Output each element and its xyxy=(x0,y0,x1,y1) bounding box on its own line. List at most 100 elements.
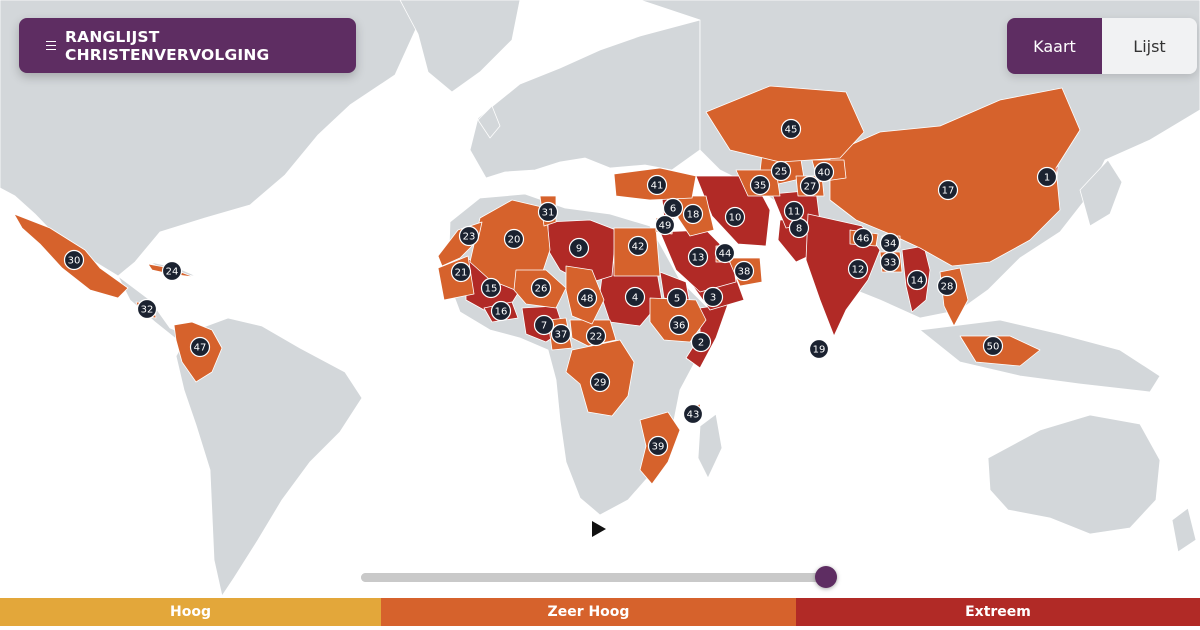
rank-marker-38[interactable]: 38 xyxy=(733,260,755,282)
rank-marker-31[interactable]: 31 xyxy=(537,201,559,223)
rank-marker-circle[interactable] xyxy=(189,336,211,358)
timeline-slider[interactable] xyxy=(361,573,837,582)
rank-marker-16[interactable]: 16 xyxy=(490,300,512,322)
rank-marker-circle[interactable] xyxy=(450,261,472,283)
rank-marker-32[interactable]: 32 xyxy=(136,298,158,320)
rank-marker-circle[interactable] xyxy=(733,260,755,282)
rank-marker-47[interactable]: 47 xyxy=(189,336,211,358)
rank-marker-circle[interactable] xyxy=(568,237,590,259)
rank-marker-circle[interactable] xyxy=(537,201,559,223)
rank-marker-circle[interactable] xyxy=(550,323,572,345)
rank-marker-46[interactable]: 46 xyxy=(852,227,874,249)
rank-marker-circle[interactable] xyxy=(136,298,158,320)
rank-marker-circle[interactable] xyxy=(780,118,802,140)
rank-marker-circle[interactable] xyxy=(936,275,958,297)
rank-marker-circle[interactable] xyxy=(490,300,512,322)
tab-lijst[interactable]: Lijst xyxy=(1102,18,1197,74)
rank-marker-27[interactable]: 27 xyxy=(799,175,821,197)
rank-marker-36[interactable]: 36 xyxy=(668,314,690,336)
timeline-handle[interactable] xyxy=(815,566,837,588)
rank-marker-6[interactable]: 6 xyxy=(662,197,684,219)
legend-extreem[interactable]: Extreem xyxy=(796,598,1200,626)
rank-marker-circle[interactable] xyxy=(808,338,830,360)
rank-marker-22[interactable]: 22 xyxy=(585,325,607,347)
rank-marker-25[interactable]: 25 xyxy=(770,160,792,182)
rank-marker-39[interactable]: 39 xyxy=(647,435,669,457)
rank-marker-26[interactable]: 26 xyxy=(530,277,552,299)
rank-marker-circle[interactable] xyxy=(662,197,684,219)
rank-marker-circle[interactable] xyxy=(480,277,502,299)
rank-marker-43[interactable]: 43 xyxy=(682,403,704,425)
rank-marker-circle[interactable] xyxy=(533,314,555,336)
rank-marker-circle[interactable] xyxy=(627,235,649,257)
rank-marker-circle[interactable] xyxy=(687,246,709,268)
rank-marker-circle[interactable] xyxy=(982,335,1004,357)
rank-marker-circle[interactable] xyxy=(770,160,792,182)
rank-marker-circle[interactable] xyxy=(714,242,736,264)
tab-kaart[interactable]: Kaart xyxy=(1007,18,1102,74)
rank-marker-35[interactable]: 35 xyxy=(749,174,771,196)
rank-marker-circle[interactable] xyxy=(585,325,607,347)
rank-marker-circle[interactable] xyxy=(852,227,874,249)
rank-marker-8[interactable]: 8 xyxy=(788,217,810,239)
rank-marker-19[interactable]: 19 xyxy=(808,338,830,360)
rank-marker-circle[interactable] xyxy=(799,175,821,197)
rank-marker-29[interactable]: 29 xyxy=(589,371,611,393)
rank-marker-circle[interactable] xyxy=(666,287,688,309)
rank-marker-42[interactable]: 42 xyxy=(627,235,649,257)
rank-marker-49[interactable]: 49 xyxy=(654,214,676,236)
rank-marker-circle[interactable] xyxy=(847,258,869,280)
rank-marker-13[interactable]: 13 xyxy=(687,246,709,268)
rank-marker-circle[interactable] xyxy=(530,277,552,299)
rank-marker-34[interactable]: 34 xyxy=(879,232,901,254)
rank-marker-14[interactable]: 14 xyxy=(906,269,928,291)
rank-marker-circle[interactable] xyxy=(503,228,525,250)
rank-marker-7[interactable]: 7 xyxy=(533,314,555,336)
rank-marker-circle[interactable] xyxy=(749,174,771,196)
rank-marker-41[interactable]: 41 xyxy=(646,174,668,196)
rank-marker-4[interactable]: 4 xyxy=(624,286,646,308)
rank-marker-45[interactable]: 45 xyxy=(780,118,802,140)
rank-marker-circle[interactable] xyxy=(63,249,85,271)
rank-marker-37[interactable]: 37 xyxy=(550,323,572,345)
play-icon[interactable] xyxy=(592,521,606,537)
rank-marker-circle[interactable] xyxy=(724,206,746,228)
rank-marker-circle[interactable] xyxy=(690,331,712,353)
ranking-menu-button[interactable]: RANGLIJST CHRISTENVERVOLGING xyxy=(19,18,356,73)
rank-marker-18[interactable]: 18 xyxy=(682,203,704,225)
rank-marker-circle[interactable] xyxy=(589,371,611,393)
rank-marker-circle[interactable] xyxy=(654,214,676,236)
rank-marker-33[interactable]: 33 xyxy=(879,251,901,273)
rank-marker-44[interactable]: 44 xyxy=(714,242,736,264)
rank-marker-circle[interactable] xyxy=(906,269,928,291)
rank-marker-5[interactable]: 5 xyxy=(666,287,688,309)
rank-marker-circle[interactable] xyxy=(702,286,724,308)
rank-marker-9[interactable]: 9 xyxy=(568,237,590,259)
rank-marker-circle[interactable] xyxy=(813,161,835,183)
rank-marker-28[interactable]: 28 xyxy=(936,275,958,297)
rank-marker-circle[interactable] xyxy=(458,225,480,247)
legend-zeer-hoog[interactable]: Zeer Hoog xyxy=(381,598,796,626)
rank-marker-21[interactable]: 21 xyxy=(450,261,472,283)
rank-marker-circle[interactable] xyxy=(161,260,183,282)
rank-marker-1[interactable]: 1 xyxy=(1036,166,1058,188)
rank-marker-15[interactable]: 15 xyxy=(480,277,502,299)
rank-marker-circle[interactable] xyxy=(682,403,704,425)
legend-hoog[interactable]: Hoog xyxy=(0,598,381,626)
rank-marker-circle[interactable] xyxy=(937,179,959,201)
rank-marker-circle[interactable] xyxy=(682,203,704,225)
rank-marker-circle[interactable] xyxy=(668,314,690,336)
rank-marker-circle[interactable] xyxy=(879,232,901,254)
rank-marker-circle[interactable] xyxy=(624,286,646,308)
rank-marker-10[interactable]: 10 xyxy=(724,206,746,228)
rank-marker-40[interactable]: 40 xyxy=(813,161,835,183)
rank-marker-48[interactable]: 48 xyxy=(576,287,598,309)
rank-marker-30[interactable]: 30 xyxy=(63,249,85,271)
rank-marker-circle[interactable] xyxy=(646,174,668,196)
rank-marker-24[interactable]: 24 xyxy=(161,260,183,282)
rank-marker-50[interactable]: 50 xyxy=(982,335,1004,357)
rank-marker-23[interactable]: 23 xyxy=(458,225,480,247)
rank-marker-circle[interactable] xyxy=(1036,166,1058,188)
rank-marker-3[interactable]: 3 xyxy=(702,286,724,308)
